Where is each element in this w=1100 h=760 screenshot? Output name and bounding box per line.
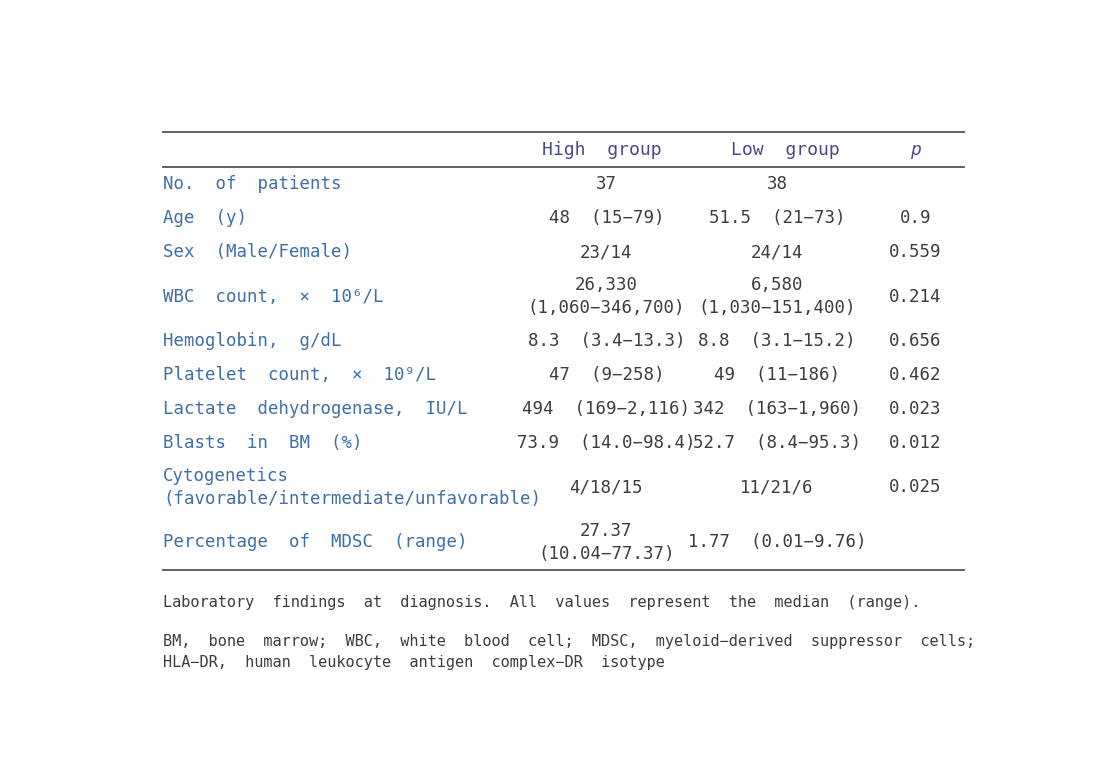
Text: 1.77  (0.01−9.76): 1.77 (0.01−9.76) [688, 534, 866, 552]
Text: 51.5  (21−73): 51.5 (21−73) [708, 209, 845, 227]
Text: WBC  count,  ×  10⁶/L: WBC count, × 10⁶/L [163, 287, 384, 306]
Text: 0.025: 0.025 [889, 478, 942, 496]
Text: 11/21/6: 11/21/6 [740, 478, 814, 496]
Text: 52.7  (8.4−95.3): 52.7 (8.4−95.3) [693, 434, 861, 452]
Text: 8.3  (3.4−13.3): 8.3 (3.4−13.3) [528, 332, 685, 350]
Text: 23/14: 23/14 [580, 243, 632, 261]
Text: 4/18/15: 4/18/15 [570, 478, 644, 496]
Text: 8.8  (3.1−15.2): 8.8 (3.1−15.2) [698, 332, 856, 350]
Text: 27.37
(10.04−77.37): 27.37 (10.04−77.37) [538, 522, 674, 563]
Text: No.  of  patients: No. of patients [163, 176, 342, 193]
Text: 38: 38 [767, 176, 788, 193]
Text: Low  group: Low group [732, 141, 839, 159]
Text: 342  (163−1,960): 342 (163−1,960) [693, 400, 861, 418]
Text: High  group: High group [542, 141, 662, 159]
Text: 0.462: 0.462 [889, 366, 942, 384]
Text: 37: 37 [596, 176, 617, 193]
Text: 0.559: 0.559 [889, 243, 942, 261]
Text: Laboratory  findings  at  diagnosis.  All  values  represent  the  median  (rang: Laboratory findings at diagnosis. All va… [163, 594, 921, 610]
Text: Age  (y): Age (y) [163, 209, 248, 227]
Text: 73.9  (14.0−98.4): 73.9 (14.0−98.4) [517, 434, 695, 452]
Text: Lactate  dehydrogenase,  IU/L: Lactate dehydrogenase, IU/L [163, 400, 468, 418]
Text: 0.012: 0.012 [889, 434, 942, 452]
Text: 0.9: 0.9 [900, 209, 932, 227]
Text: 494  (169−2,116): 494 (169−2,116) [522, 400, 691, 418]
Text: Sex  (Male/Female): Sex (Male/Female) [163, 243, 352, 261]
Text: 47  (9−258): 47 (9−258) [549, 366, 664, 384]
Text: 49  (11−186): 49 (11−186) [714, 366, 840, 384]
Text: Hemoglobin,  g/dL: Hemoglobin, g/dL [163, 332, 342, 350]
Text: 26,330
(1,060−346,700): 26,330 (1,060−346,700) [528, 276, 685, 317]
Text: Blasts  in  BM  (%): Blasts in BM (%) [163, 434, 363, 452]
Text: 48  (15−79): 48 (15−79) [549, 209, 664, 227]
Text: 0.023: 0.023 [889, 400, 942, 418]
Text: 6,580
(1,030−151,400): 6,580 (1,030−151,400) [698, 276, 856, 317]
Text: BM,  bone  marrow;  WBC,  white  blood  cell;  MDSC,  myeloid−derived  suppresso: BM, bone marrow; WBC, white blood cell; … [163, 634, 976, 670]
Text: Percentage  of  MDSC  (range): Percentage of MDSC (range) [163, 534, 468, 552]
Text: Platelet  count,  ×  10⁹/L: Platelet count, × 10⁹/L [163, 366, 436, 384]
Text: 0.214: 0.214 [889, 287, 942, 306]
Text: p: p [910, 141, 921, 159]
Text: Cytogenetics
(favorable/intermediate/unfavorable): Cytogenetics (favorable/intermediate/unf… [163, 467, 541, 508]
Text: 0.656: 0.656 [889, 332, 942, 350]
Text: 24/14: 24/14 [750, 243, 803, 261]
